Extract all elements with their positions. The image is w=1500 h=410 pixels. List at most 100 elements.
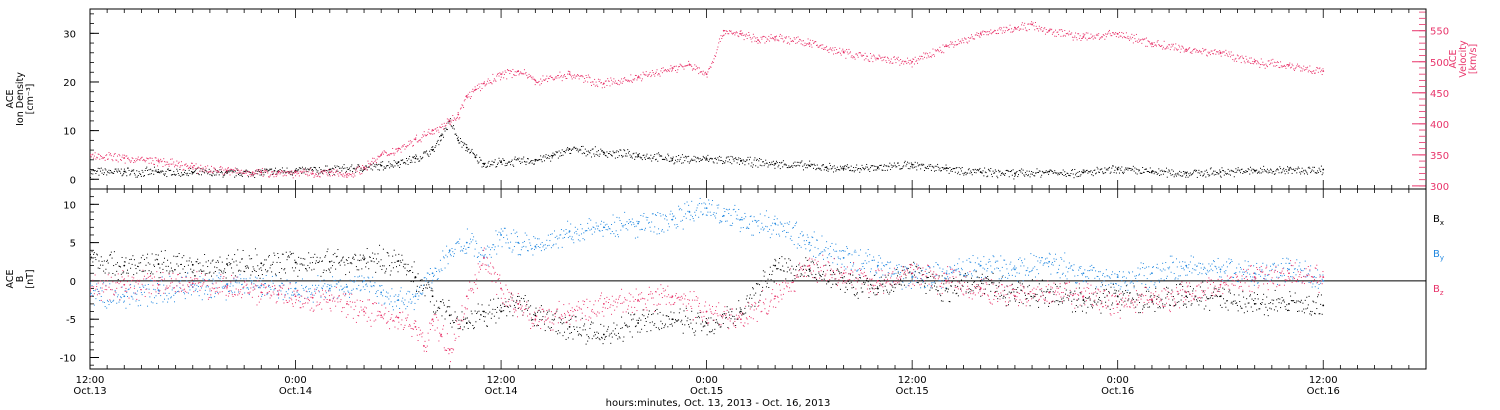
data-sample xyxy=(1199,172,1201,174)
data-sample xyxy=(347,263,349,265)
data-sample xyxy=(661,72,663,74)
data-sample xyxy=(130,161,132,163)
data-sample xyxy=(285,172,287,174)
data-sample xyxy=(695,330,697,332)
data-sample xyxy=(596,151,598,153)
data-sample xyxy=(844,291,846,293)
data-sample xyxy=(765,159,767,161)
data-sample xyxy=(795,165,797,167)
data-sample xyxy=(241,174,243,176)
data-point xyxy=(774,36,777,38)
data-sample xyxy=(437,129,439,131)
data-sample xyxy=(1199,174,1201,176)
data-sample xyxy=(456,138,458,140)
data-sample xyxy=(661,67,663,69)
data-sample xyxy=(1048,305,1050,307)
data-sample xyxy=(968,288,970,290)
data-sample xyxy=(631,155,633,157)
data-sample xyxy=(1195,51,1197,53)
data-sample xyxy=(992,272,994,274)
data-point xyxy=(551,155,554,157)
data-sample xyxy=(1172,43,1174,45)
data-sample xyxy=(258,268,260,270)
data-sample xyxy=(747,156,749,158)
data-sample xyxy=(295,261,297,263)
data-sample xyxy=(729,30,731,32)
data-sample xyxy=(416,134,418,136)
data-sample xyxy=(1008,291,1010,293)
data-sample xyxy=(797,164,799,166)
data-sample xyxy=(368,268,370,270)
data-sample xyxy=(549,155,551,157)
data-sample xyxy=(355,254,357,256)
data-sample xyxy=(130,160,132,162)
data-sample xyxy=(187,172,189,174)
data-sample xyxy=(559,332,561,334)
data-sample xyxy=(137,158,139,160)
data-sample xyxy=(338,172,340,174)
data-sample xyxy=(151,253,153,255)
data-sample xyxy=(616,150,618,152)
data-sample xyxy=(752,287,754,289)
data-sample xyxy=(158,172,160,174)
data-sample xyxy=(1057,31,1059,33)
data-sample xyxy=(634,158,636,160)
data-sample xyxy=(789,259,791,261)
data-sample xyxy=(457,136,459,138)
data-sample xyxy=(470,150,472,152)
data-sample xyxy=(653,324,655,326)
data-sample xyxy=(503,305,505,307)
data-sample xyxy=(257,173,259,175)
data-sample xyxy=(1038,306,1040,308)
data-sample xyxy=(413,138,415,140)
data-sample xyxy=(1167,171,1169,173)
data-sample xyxy=(1232,303,1234,305)
data-sample xyxy=(1036,168,1038,170)
data-point xyxy=(90,258,91,261)
data-sample xyxy=(1200,171,1202,173)
data-sample xyxy=(136,170,138,172)
data-sample xyxy=(785,278,787,280)
data-sample xyxy=(332,168,334,170)
data-sample xyxy=(1266,66,1268,68)
data-sample xyxy=(547,157,549,159)
data-sample xyxy=(305,169,307,171)
data-sample xyxy=(269,267,271,269)
data-sample xyxy=(410,159,412,161)
data-sample xyxy=(104,272,106,274)
data-sample xyxy=(825,264,827,266)
data-sample xyxy=(1245,170,1247,172)
data-sample xyxy=(580,146,582,148)
data-sample xyxy=(638,153,640,155)
data-sample xyxy=(1276,168,1278,170)
data-sample xyxy=(1168,292,1170,294)
data-sample xyxy=(579,148,581,150)
data-sample xyxy=(544,79,546,81)
data-sample xyxy=(846,282,848,284)
data-sample xyxy=(1285,67,1287,69)
data-sample xyxy=(1262,299,1264,301)
data-sample xyxy=(654,154,656,156)
data-sample xyxy=(194,170,196,172)
data-sample xyxy=(1316,66,1318,68)
data-sample xyxy=(1049,290,1051,292)
data-sample xyxy=(896,57,898,59)
data-sample xyxy=(697,312,699,314)
data-sample xyxy=(619,80,621,82)
data-sample xyxy=(1320,69,1322,71)
data-sample xyxy=(615,82,617,84)
data-sample xyxy=(1063,175,1065,177)
data-sample xyxy=(838,271,840,273)
data-sample xyxy=(1016,28,1018,30)
data-sample xyxy=(882,56,884,58)
data-sample xyxy=(647,316,649,318)
data-sample xyxy=(827,170,829,172)
right-axis-title-line: ACE xyxy=(1448,50,1459,69)
data-sample xyxy=(896,58,898,60)
data-sample xyxy=(540,305,542,307)
data-sample xyxy=(177,255,179,257)
data-sample xyxy=(1129,36,1131,38)
data-sample xyxy=(1274,173,1276,175)
data-sample xyxy=(150,273,152,275)
data-sample xyxy=(985,277,987,279)
